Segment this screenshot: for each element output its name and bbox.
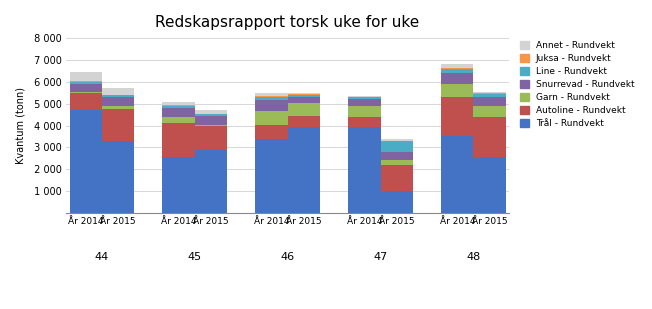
- Bar: [441, 69, 473, 73]
- Text: 47: 47: [374, 252, 388, 262]
- Bar: [473, 92, 506, 93]
- Bar: [381, 160, 413, 165]
- Bar: [441, 73, 473, 84]
- Bar: [473, 94, 506, 97]
- Text: 46: 46: [280, 252, 295, 262]
- Legend: Annet - Rundvekt, Juksa - Rundvekt, Line - Rundvekt, Snurrevad - Rundvekt, Garn : Annet - Rundvekt, Juksa - Rundvekt, Line…: [518, 39, 636, 130]
- Bar: [162, 117, 195, 123]
- Bar: [162, 106, 195, 108]
- Bar: [473, 93, 506, 94]
- Bar: [381, 165, 413, 191]
- Text: 45: 45: [188, 252, 201, 262]
- Bar: [195, 126, 227, 150]
- Bar: [348, 117, 381, 127]
- Bar: [473, 157, 506, 213]
- Bar: [162, 102, 195, 105]
- Bar: [288, 94, 320, 95]
- Bar: [102, 141, 134, 213]
- Bar: [473, 97, 506, 106]
- Bar: [348, 127, 381, 213]
- Bar: [441, 84, 473, 97]
- Bar: [256, 93, 288, 96]
- Bar: [441, 136, 473, 213]
- Bar: [256, 139, 288, 213]
- Bar: [162, 123, 195, 157]
- Bar: [288, 127, 320, 213]
- Bar: [195, 125, 227, 126]
- Bar: [348, 106, 381, 117]
- Bar: [381, 141, 413, 152]
- Bar: [102, 88, 134, 95]
- Bar: [102, 97, 134, 106]
- Bar: [256, 96, 288, 100]
- Bar: [70, 84, 102, 92]
- Bar: [70, 81, 102, 82]
- Bar: [195, 116, 227, 125]
- Bar: [70, 110, 102, 213]
- Bar: [348, 99, 381, 106]
- Bar: [70, 82, 102, 84]
- Bar: [381, 139, 413, 141]
- Bar: [288, 116, 320, 127]
- Bar: [162, 157, 195, 213]
- Bar: [162, 105, 195, 106]
- Bar: [473, 116, 506, 157]
- Bar: [348, 96, 381, 97]
- Title: Redskapsrapport torsk uke for uke: Redskapsrapport torsk uke for uke: [155, 15, 420, 30]
- Bar: [288, 103, 320, 116]
- Text: 44: 44: [95, 252, 109, 262]
- Bar: [441, 68, 473, 69]
- Bar: [288, 96, 320, 103]
- Bar: [195, 110, 227, 114]
- Bar: [288, 93, 320, 94]
- Bar: [288, 95, 320, 96]
- Bar: [381, 191, 413, 213]
- Y-axis label: Kvantum (tonn): Kvantum (tonn): [15, 87, 25, 164]
- Bar: [256, 111, 288, 125]
- Text: 48: 48: [466, 252, 481, 262]
- Bar: [195, 114, 227, 116]
- Bar: [348, 97, 381, 99]
- Bar: [256, 100, 288, 111]
- Bar: [381, 152, 413, 160]
- Bar: [441, 64, 473, 68]
- Bar: [102, 95, 134, 97]
- Bar: [256, 125, 288, 139]
- Bar: [441, 97, 473, 136]
- Bar: [70, 93, 102, 110]
- Bar: [195, 150, 227, 213]
- Bar: [102, 106, 134, 108]
- Bar: [70, 72, 102, 81]
- Bar: [70, 92, 102, 93]
- Bar: [102, 108, 134, 141]
- Bar: [162, 108, 195, 117]
- Bar: [473, 106, 506, 116]
